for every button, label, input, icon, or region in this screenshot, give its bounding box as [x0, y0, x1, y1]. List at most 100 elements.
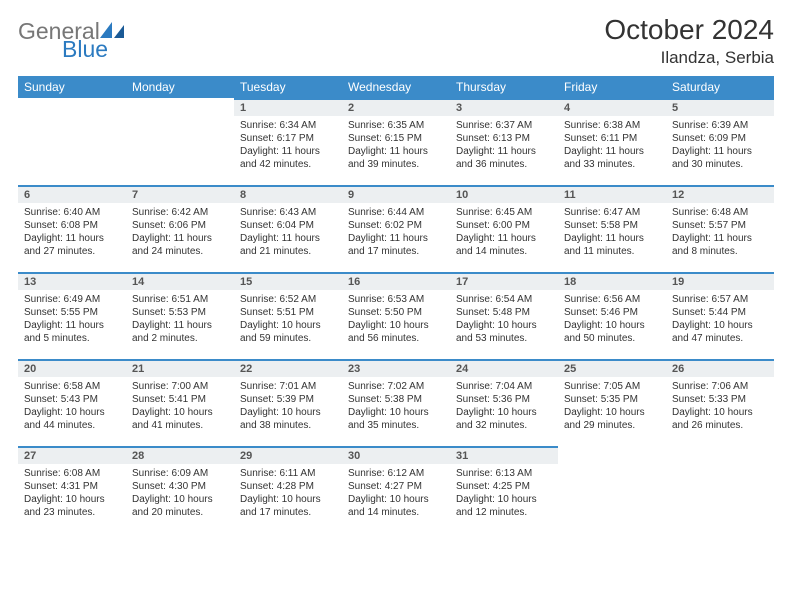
sunset-text: Sunset: 5:43 PM: [24, 393, 120, 406]
sunrise-text: Sunrise: 6:34 AM: [240, 119, 336, 132]
day-details: Sunrise: 6:13 AMSunset: 4:25 PMDaylight:…: [450, 464, 558, 521]
calendar-day-cell: 9 Sunrise: 6:44 AMSunset: 6:02 PMDaylight…: [342, 185, 450, 272]
sunset-text: Sunset: 5:39 PM: [240, 393, 336, 406]
daylight-text: Daylight: 11 hours and 42 minutes.: [240, 145, 336, 171]
weekday-header: Monday: [126, 76, 234, 98]
daylight-text: Daylight: 10 hours and 50 minutes.: [564, 319, 660, 345]
sunset-text: Sunset: 5:36 PM: [456, 393, 552, 406]
header: General Blue October 2024 Ilandza, Serbi…: [18, 14, 774, 68]
sunset-text: Sunset: 5:57 PM: [672, 219, 768, 232]
sunset-text: Sunset: 5:44 PM: [672, 306, 768, 319]
sunset-text: Sunset: 5:53 PM: [132, 306, 228, 319]
calendar-day-cell: 24Sunrise: 7:04 AMSunset: 5:36 PMDayligh…: [450, 359, 558, 446]
day-details: Sunrise: 6:47 AMSunset: 5:58 PMDaylight:…: [558, 203, 666, 260]
day-number: 18: [558, 272, 666, 290]
brand-word2: Blue: [62, 36, 108, 63]
day-details: Sunrise: 6:35 AMSunset: 6:15 PMDaylight:…: [342, 116, 450, 173]
sunrise-text: Sunrise: 7:01 AM: [240, 380, 336, 393]
daylight-text: Daylight: 10 hours and 20 minutes.: [132, 493, 228, 519]
calendar-week-row: 13Sunrise: 6:49 AMSunset: 5:55 PMDayligh…: [18, 272, 774, 359]
sunset-text: Sunset: 6:09 PM: [672, 132, 768, 145]
day-number: 8: [234, 185, 342, 203]
day-details: Sunrise: 6:11 AMSunset: 4:28 PMDaylight:…: [234, 464, 342, 521]
day-number: 26: [666, 359, 774, 377]
day-details: Sunrise: 6:34 AMSunset: 6:17 PMDaylight:…: [234, 116, 342, 173]
day-number: 3: [450, 98, 558, 116]
day-number: 17: [450, 272, 558, 290]
weekday-header: Friday: [558, 76, 666, 98]
daylight-text: Daylight: 10 hours and 32 minutes.: [456, 406, 552, 432]
day-details: Sunrise: 7:06 AMSunset: 5:33 PMDaylight:…: [666, 377, 774, 434]
day-number: 10: [450, 185, 558, 203]
day-details: Sunrise: 6:58 AMSunset: 5:43 PMDaylight:…: [18, 377, 126, 434]
daylight-text: Daylight: 10 hours and 56 minutes.: [348, 319, 444, 345]
day-details: Sunrise: 6:57 AMSunset: 5:44 PMDaylight:…: [666, 290, 774, 347]
daylight-text: Daylight: 11 hours and 5 minutes.: [24, 319, 120, 345]
day-details: Sunrise: 6:42 AMSunset: 6:06 PMDaylight:…: [126, 203, 234, 260]
day-number: 14: [126, 272, 234, 290]
calendar-day-cell: 27Sunrise: 6:08 AMSunset: 4:31 PMDayligh…: [18, 446, 126, 533]
sunrise-text: Sunrise: 6:49 AM: [24, 293, 120, 306]
calendar-day-cell: 5Sunrise: 6:39 AMSunset: 6:09 PMDaylight…: [666, 98, 774, 185]
day-number: 21: [126, 359, 234, 377]
sunrise-text: Sunrise: 6:12 AM: [348, 467, 444, 480]
sunset-text: Sunset: 6:02 PM: [348, 219, 444, 232]
day-number: 27: [18, 446, 126, 464]
day-details: Sunrise: 6:51 AMSunset: 5:53 PMDaylight:…: [126, 290, 234, 347]
daylight-text: Daylight: 10 hours and 14 minutes.: [348, 493, 444, 519]
sunset-text: Sunset: 4:27 PM: [348, 480, 444, 493]
sunset-text: Sunset: 6:00 PM: [456, 219, 552, 232]
sunset-text: Sunset: 6:15 PM: [348, 132, 444, 145]
daylight-text: Daylight: 11 hours and 8 minutes.: [672, 232, 768, 258]
daylight-text: Daylight: 11 hours and 24 minutes.: [132, 232, 228, 258]
sunrise-text: Sunrise: 6:51 AM: [132, 293, 228, 306]
sunset-text: Sunset: 6:04 PM: [240, 219, 336, 232]
day-details: Sunrise: 6:09 AMSunset: 4:30 PMDaylight:…: [126, 464, 234, 521]
calendar-day-cell: 11Sunrise: 6:47 AMSunset: 5:58 PMDayligh…: [558, 185, 666, 272]
day-number: 11: [558, 185, 666, 203]
calendar-day-cell: 19Sunrise: 6:57 AMSunset: 5:44 PMDayligh…: [666, 272, 774, 359]
sunset-text: Sunset: 5:55 PM: [24, 306, 120, 319]
sunset-text: Sunset: 5:38 PM: [348, 393, 444, 406]
calendar-day-cell: 28Sunrise: 6:09 AMSunset: 4:30 PMDayligh…: [126, 446, 234, 533]
day-details: Sunrise: 7:04 AMSunset: 5:36 PMDaylight:…: [450, 377, 558, 434]
title-block: October 2024 Ilandza, Serbia: [604, 14, 774, 68]
location-subtitle: Ilandza, Serbia: [604, 48, 774, 68]
daylight-text: Daylight: 10 hours and 26 minutes.: [672, 406, 768, 432]
calendar-week-row: 20Sunrise: 6:58 AMSunset: 5:43 PMDayligh…: [18, 359, 774, 446]
calendar-day-cell: 23Sunrise: 7:02 AMSunset: 5:38 PMDayligh…: [342, 359, 450, 446]
sunset-text: Sunset: 6:17 PM: [240, 132, 336, 145]
brand-logo: General Blue: [18, 18, 138, 62]
day-number: 23: [342, 359, 450, 377]
day-number: 9: [342, 185, 450, 203]
calendar-day-cell: 30Sunrise: 6:12 AMSunset: 4:27 PMDayligh…: [342, 446, 450, 533]
day-details: Sunrise: 6:49 AMSunset: 5:55 PMDaylight:…: [18, 290, 126, 347]
day-number: 22: [234, 359, 342, 377]
daylight-text: Daylight: 11 hours and 17 minutes.: [348, 232, 444, 258]
daylight-text: Daylight: 11 hours and 2 minutes.: [132, 319, 228, 345]
calendar-day-cell: 4Sunrise: 6:38 AMSunset: 6:11 PMDaylight…: [558, 98, 666, 185]
calendar-page: General Blue October 2024 Ilandza, Serbi…: [0, 0, 792, 612]
calendar-day-cell: 1Sunrise: 6:34 AMSunset: 6:17 PMDaylight…: [234, 98, 342, 185]
calendar-week-row: 6Sunrise: 6:40 AMSunset: 6:08 PMDaylight…: [18, 185, 774, 272]
day-number: 31: [450, 446, 558, 464]
day-details: Sunrise: 6:52 AMSunset: 5:51 PMDaylight:…: [234, 290, 342, 347]
sunrise-text: Sunrise: 6:13 AM: [456, 467, 552, 480]
calendar-table: Sunday Monday Tuesday Wednesday Thursday…: [18, 76, 774, 533]
sunrise-text: Sunrise: 6:47 AM: [564, 206, 660, 219]
day-number: 13: [18, 272, 126, 290]
day-number: 2: [342, 98, 450, 116]
weekday-header: Saturday: [666, 76, 774, 98]
day-number: 12: [666, 185, 774, 203]
sunset-text: Sunset: 4:31 PM: [24, 480, 120, 493]
sunrise-text: Sunrise: 6:44 AM: [348, 206, 444, 219]
calendar-day-cell: 25Sunrise: 7:05 AMSunset: 5:35 PMDayligh…: [558, 359, 666, 446]
day-number: 7: [126, 185, 234, 203]
daylight-text: Daylight: 10 hours and 35 minutes.: [348, 406, 444, 432]
sunset-text: Sunset: 5:33 PM: [672, 393, 768, 406]
calendar-day-cell: [558, 446, 666, 533]
daylight-text: Daylight: 10 hours and 44 minutes.: [24, 406, 120, 432]
sunset-text: Sunset: 5:58 PM: [564, 219, 660, 232]
calendar-day-cell: 15Sunrise: 6:52 AMSunset: 5:51 PMDayligh…: [234, 272, 342, 359]
daylight-text: Daylight: 11 hours and 30 minutes.: [672, 145, 768, 171]
